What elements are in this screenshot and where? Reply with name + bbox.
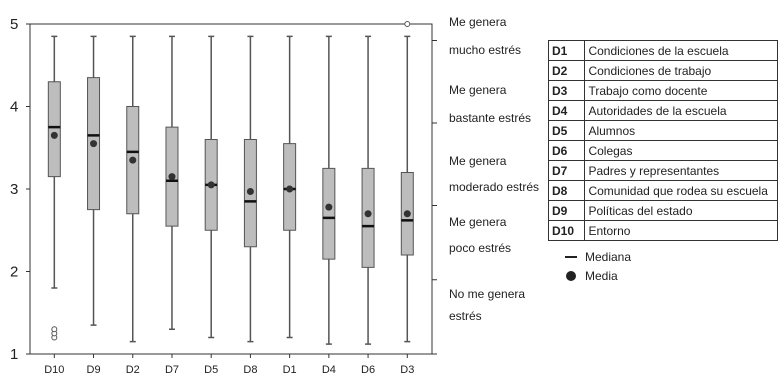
legend-row: D10 Entorno (547, 220, 778, 241)
x-tick-label: D1 (283, 364, 297, 376)
mean-point (207, 181, 215, 189)
box-D10 (47, 35, 61, 341)
legend-description: Políticas del estado (584, 200, 778, 221)
right-label-line2: bastante estrés (449, 111, 531, 125)
mean-dot-icon (566, 271, 576, 281)
x-tick-label: D9 (87, 364, 101, 376)
box-D7 (165, 35, 179, 330)
x-tick-label: D4 (322, 364, 336, 376)
legend-row: D4 Autoridades de la escuela (547, 100, 778, 121)
mean-point (325, 203, 333, 211)
right-label-line1: Me genera (449, 83, 507, 97)
legend-key-median-label: Mediana (585, 250, 632, 264)
legend-description: Entorno (584, 220, 778, 241)
y-tick-label: 5 (10, 16, 18, 33)
right-label-line1: Me genera (449, 154, 507, 168)
legend-code: D6 (547, 140, 586, 161)
legend-key-mean: Media (565, 269, 618, 283)
legend-row: D3 Trabajo como docente (547, 80, 778, 101)
right-label-line1: Me genera (449, 15, 507, 29)
x-tick-label: D5 (204, 364, 218, 376)
legend-code: D3 (547, 80, 586, 101)
x-axis-ticks: D10 D9 D2 D7 D5 D8 D1 D4 D6 D3 (44, 354, 414, 376)
box-D3 (400, 21, 414, 343)
right-label-line1: Me genera (449, 215, 507, 229)
legend-code: D7 (547, 160, 586, 181)
legend-row: D2 Condiciones de trabajo (547, 60, 778, 81)
legend-code: D4 (547, 100, 586, 121)
legend-description: Padres y representantes (584, 160, 778, 181)
box-D4 (322, 35, 336, 345)
y-tick-label: 1 (10, 346, 18, 363)
right-label-line2: poco estrés (449, 241, 511, 255)
legend-code: D9 (547, 200, 586, 221)
median-line-icon (565, 256, 577, 258)
mean-point (168, 173, 176, 181)
legend-row: D1 Condiciones de la escuela (547, 40, 778, 61)
right-label-line2: moderado estrés (449, 180, 539, 194)
legend-row: D5 Alumnos (547, 120, 778, 141)
boxes-group (47, 21, 414, 345)
legend-description: Autoridades de la escuela (584, 100, 778, 121)
right-label-line2: mucho estrés (449, 43, 521, 57)
mean-point (246, 187, 254, 195)
box-D6 (361, 35, 375, 345)
legend-code: D10 (547, 220, 586, 241)
dimension-legend-table: D1 Condiciones de la escuela D2 Condiciones… (547, 40, 778, 241)
legend-description: Condiciones de trabajo (584, 60, 778, 81)
legend-code: D5 (547, 120, 586, 141)
y-axis-ticks: 1 2 3 4 5 (10, 16, 30, 363)
legend-key-median: Mediana (565, 250, 631, 264)
y-tick-label: 3 (10, 181, 18, 198)
mean-point (90, 140, 98, 148)
legend-row: D9 Políticas del estado (547, 200, 778, 221)
legend-description: Condiciones de la escuela (584, 40, 778, 61)
legend-code: D1 (547, 40, 586, 61)
x-tick-label: D6 (361, 364, 375, 376)
legend-code: D2 (547, 60, 586, 81)
legend-row: D6 Colegas (547, 140, 778, 161)
legend-key-mean-label: Media (585, 269, 618, 283)
x-tick-label: D10 (44, 364, 64, 376)
x-tick-label: D8 (243, 364, 257, 376)
legend-row: D7 Padres y representantes (547, 160, 778, 181)
legend-row: D8 Comunidad que rodea su escuela (547, 180, 778, 201)
legend-description: Trabajo como docente (584, 80, 778, 101)
x-tick-label: D3 (400, 364, 414, 376)
right-label-line1: No me genera (449, 287, 525, 301)
outlier-point (404, 21, 411, 27)
mean-point (364, 210, 372, 218)
legend-description: Colegas (584, 140, 778, 161)
mean-point (50, 131, 58, 139)
x-tick-label: D2 (126, 364, 140, 376)
box-D5 (204, 35, 218, 339)
box-D9 (87, 35, 101, 326)
iqr-box (322, 167, 336, 260)
x-tick-label: D7 (165, 364, 179, 376)
y-tick-label: 2 (10, 264, 18, 281)
mean-point (286, 185, 294, 193)
iqr-box (47, 81, 61, 178)
y-tick-label: 4 (10, 99, 18, 116)
legend-description: Comunidad que rodea su escuela (584, 180, 778, 201)
box-D8 (243, 35, 257, 343)
right-label-line2: estrés (449, 309, 482, 323)
right-axis-ticks: Me genera mucho estrés Me genera bastante e… (432, 15, 539, 355)
iqr-box (361, 167, 375, 268)
mean-point (403, 210, 411, 218)
box-D1 (283, 35, 297, 339)
legend-description: Alumnos (584, 120, 778, 141)
outlier-point (51, 326, 58, 333)
box-D2 (126, 35, 140, 343)
mean-point (129, 156, 137, 164)
legend-code: D8 (547, 180, 586, 201)
